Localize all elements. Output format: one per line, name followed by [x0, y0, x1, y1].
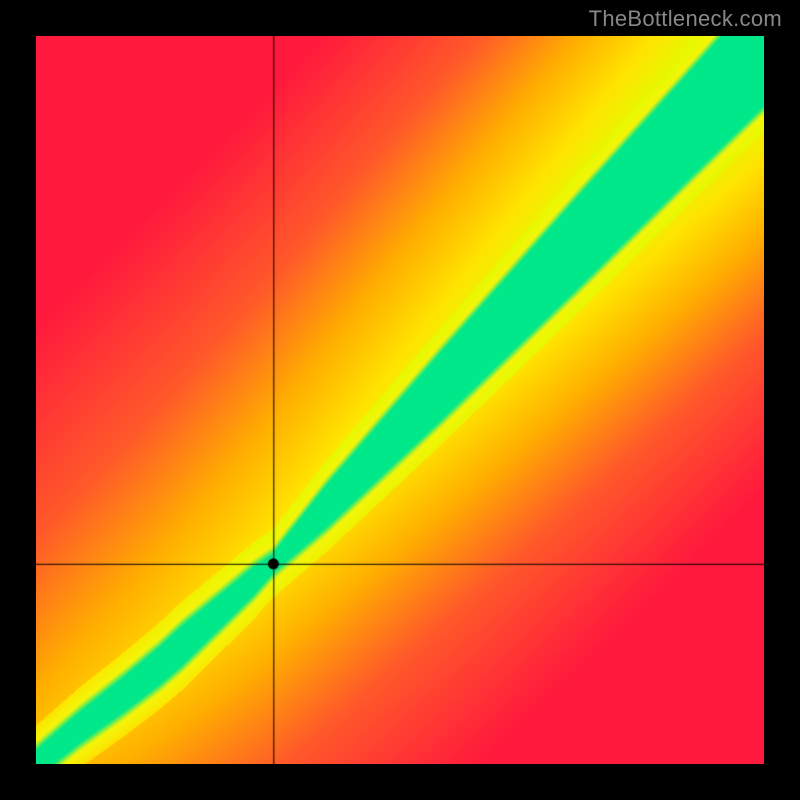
watermark-text: TheBottleneck.com — [589, 6, 782, 32]
bottleneck-heatmap — [36, 36, 764, 764]
